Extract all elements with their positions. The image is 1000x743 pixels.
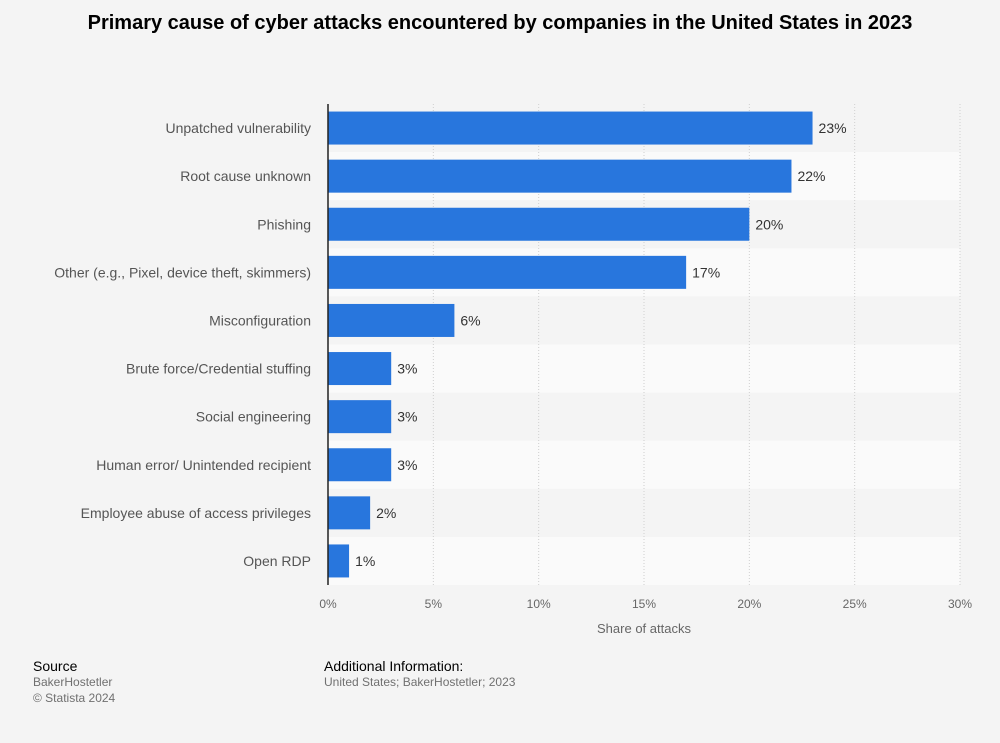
- copyright: © Statista 2024: [33, 691, 116, 705]
- data-label: 3%: [397, 361, 417, 377]
- bar: [328, 207, 750, 241]
- x-tick-label: 10%: [527, 597, 551, 611]
- category-label: Brute force/Credential stuffing: [126, 361, 311, 377]
- x-tick-label: 0%: [319, 597, 337, 611]
- category-label: Phishing: [257, 216, 311, 232]
- bar: [328, 303, 455, 337]
- category-label: Human error/ Unintended recipient: [96, 457, 311, 473]
- data-label: 23%: [819, 120, 847, 136]
- info-heading: Additional Information:: [324, 658, 464, 674]
- data-label: 3%: [397, 409, 417, 425]
- category-label: Root cause unknown: [180, 168, 311, 184]
- bar: [328, 159, 792, 193]
- data-label: 2%: [376, 505, 396, 521]
- x-tick-label: 15%: [632, 597, 656, 611]
- x-tick-label: 30%: [948, 597, 972, 611]
- source-block: Source BakerHostetler © Statista 2024: [33, 658, 115, 706]
- x-axis-label: Share of attacks: [597, 621, 691, 636]
- category-label: Other (e.g., Pixel, device theft, skimme…: [54, 264, 311, 280]
- bar: [328, 352, 392, 386]
- bar: [328, 400, 392, 434]
- data-label: 17%: [692, 264, 720, 280]
- source-name: BakerHostetler: [33, 675, 113, 689]
- data-label: 3%: [397, 457, 417, 473]
- category-label: Social engineering: [196, 409, 311, 425]
- source-heading: Source: [33, 658, 78, 674]
- x-tick-label: 25%: [843, 597, 867, 611]
- data-label: 22%: [797, 168, 825, 184]
- bar: [328, 111, 813, 145]
- category-label: Unpatched vulnerability: [165, 120, 311, 136]
- additional-info-block: Additional Information: United States; B…: [324, 658, 515, 690]
- data-label: 20%: [755, 216, 783, 232]
- x-tick-label: 5%: [425, 597, 443, 611]
- category-label: Open RDP: [243, 553, 311, 569]
- bar: [328, 255, 687, 289]
- x-tick-label: 20%: [737, 597, 761, 611]
- info-text: United States; BakerHostetler; 2023: [324, 675, 516, 689]
- bar: [328, 544, 350, 578]
- bar: [328, 448, 392, 482]
- bar: [328, 496, 371, 530]
- category-label: Misconfiguration: [209, 312, 311, 328]
- data-label: 1%: [355, 553, 375, 569]
- chart-title: Primary cause of cyber attacks encounter…: [87, 12, 913, 34]
- bar-chart: 0% 5% 10% 15% 20% 25% 30% Share of attacks Unpat…: [54, 104, 972, 636]
- data-label: 6%: [460, 312, 480, 328]
- category-label: Employee abuse of access privileges: [81, 505, 311, 521]
